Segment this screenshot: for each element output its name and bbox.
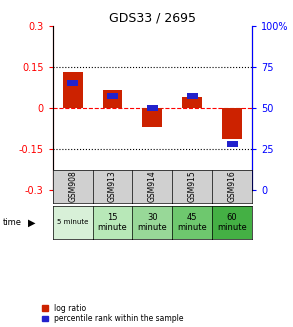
- Bar: [182, 97, 202, 108]
- Text: GSM915: GSM915: [188, 170, 197, 202]
- Text: 60
minute: 60 minute: [217, 213, 247, 232]
- Bar: [226, 141, 238, 147]
- Text: 5 minute: 5 minute: [57, 219, 88, 225]
- Bar: [187, 94, 198, 99]
- Legend: log ratio, percentile rank within the sample: log ratio, percentile rank within the sa…: [42, 304, 184, 323]
- Text: time: time: [3, 218, 22, 227]
- Text: GSM908: GSM908: [68, 170, 77, 202]
- Bar: [107, 94, 118, 99]
- Text: GSM913: GSM913: [108, 170, 117, 202]
- Text: 30
minute: 30 minute: [137, 213, 167, 232]
- Text: ▶: ▶: [28, 217, 35, 227]
- Text: 15
minute: 15 minute: [98, 213, 127, 232]
- Bar: [103, 90, 122, 108]
- Text: GSM916: GSM916: [228, 170, 236, 202]
- Bar: [63, 73, 83, 108]
- Text: GSM914: GSM914: [148, 170, 157, 202]
- Bar: [67, 80, 78, 86]
- Text: 45
minute: 45 minute: [177, 213, 207, 232]
- Bar: [222, 108, 242, 139]
- Title: GDS33 / 2695: GDS33 / 2695: [109, 12, 196, 25]
- Bar: [147, 105, 158, 111]
- Bar: [142, 108, 162, 127]
